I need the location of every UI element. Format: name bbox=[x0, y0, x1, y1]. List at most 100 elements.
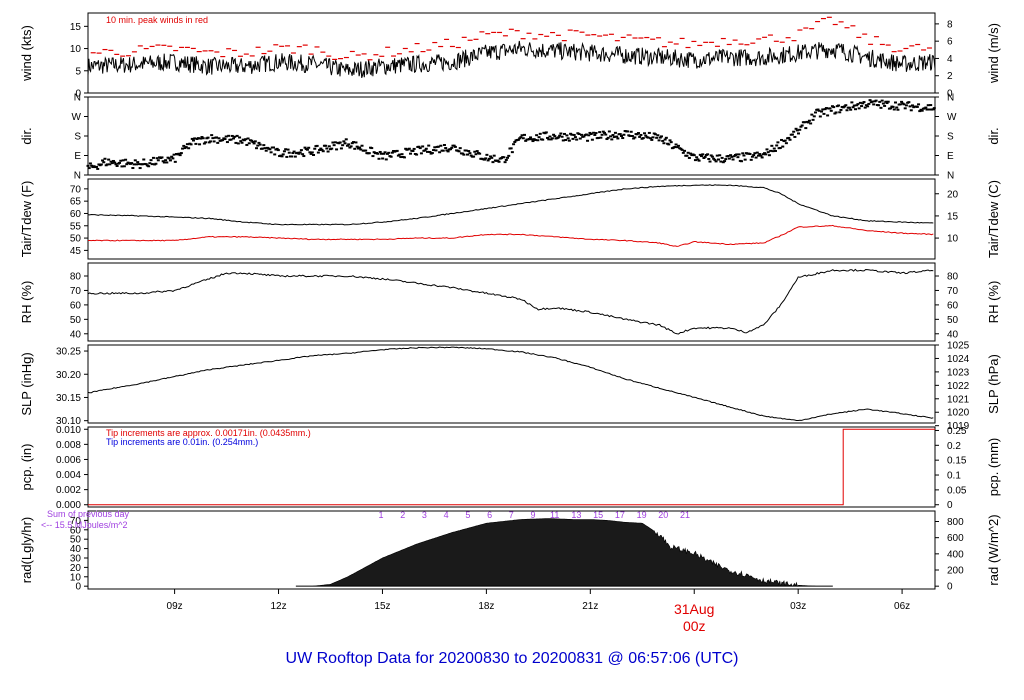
radiation-hour-label: 4 bbox=[444, 510, 449, 520]
wind-right-tick-label: 0 bbox=[947, 89, 953, 100]
temperature-left-tick-label: 65 bbox=[70, 197, 82, 208]
wind-right-tick-label: 6 bbox=[947, 37, 953, 48]
solar-radiation-right-tick-label: 800 bbox=[947, 517, 964, 528]
radiation-area bbox=[313, 518, 816, 587]
precipitation-right-axis-label: pcp. (mm) bbox=[986, 438, 1001, 497]
precipitation-left-tick-label: 0.010 bbox=[56, 425, 81, 436]
precipitation-left-tick-label: 0.004 bbox=[56, 470, 81, 481]
time-axis-label: 03z bbox=[790, 601, 806, 612]
radiation-hour-label: 3 bbox=[422, 510, 427, 520]
radiation-hour-label: 9 bbox=[530, 510, 535, 520]
precipitation-right-tick-label: 0.15 bbox=[947, 456, 967, 467]
relative-humidity-right-axis-label: RH (%) bbox=[986, 281, 1001, 324]
precipitation-left-tick-label: 0.006 bbox=[56, 455, 81, 466]
sea-level-pressure-right-tick-label: 1025 bbox=[947, 341, 970, 352]
sea-level-pressure-right-tick-label: 1019 bbox=[947, 421, 970, 432]
precipitation-left-tick-label: 0.002 bbox=[56, 485, 81, 496]
direction-right-tick-label: E bbox=[947, 151, 954, 162]
direction-right-tick-label: N bbox=[947, 171, 954, 182]
radiation-hour-label: 21 bbox=[680, 510, 690, 520]
radiation-note: Sum of previous day bbox=[47, 509, 130, 519]
relative-humidity-series-line bbox=[87, 268, 934, 335]
wind-left-tick-label: 0 bbox=[75, 89, 81, 100]
sea-level-pressure-left-axis-label: SLP (inHg) bbox=[19, 352, 34, 415]
date-label-time: 00z bbox=[683, 618, 706, 634]
relative-humidity-left-axis-label: RH (%) bbox=[19, 281, 34, 324]
precipitation-right-tick-label: 0.05 bbox=[947, 485, 967, 496]
sea-level-pressure-left-tick-label: 30.15 bbox=[56, 393, 81, 404]
radiation-hour-label: 19 bbox=[637, 510, 647, 520]
relative-humidity-right-tick-label: 70 bbox=[947, 286, 959, 297]
radiation-note: <-- 15.5 MJoules/m^2 bbox=[41, 520, 128, 530]
direction-left-axis-label: dir. bbox=[19, 127, 34, 144]
wind-right-tick-label: 2 bbox=[947, 71, 953, 82]
time-axis-label: 18z bbox=[478, 601, 494, 612]
temperature-right-axis-label: Tair/Tdew (C) bbox=[986, 180, 1001, 258]
solar-radiation-left-tick-label: 60 bbox=[70, 525, 82, 536]
time-axis-label: 15z bbox=[374, 601, 390, 612]
radiation-hour-label: 7 bbox=[509, 510, 514, 520]
relative-humidity-right-tick-label: 60 bbox=[947, 300, 959, 311]
relative-humidity-left-tick-label: 50 bbox=[70, 315, 82, 326]
solar-radiation-left-tick-label: 10 bbox=[70, 572, 82, 583]
date-label: 31Aug bbox=[674, 601, 714, 617]
radiation-hour-label: 17 bbox=[615, 510, 625, 520]
temperature-left-tick-label: 45 bbox=[70, 246, 82, 257]
wind-right-axis-label: wind (m/s) bbox=[986, 23, 1001, 84]
precipitation-panel-frame bbox=[87, 426, 936, 508]
wind-left-tick-label: 15 bbox=[70, 22, 82, 33]
sea-level-pressure-right-tick-label: 1020 bbox=[947, 408, 970, 419]
solar-radiation-left-tick-label: 0 bbox=[75, 582, 81, 593]
sea-level-pressure-right-tick-label: 1023 bbox=[947, 367, 970, 378]
direction-right-tick-label: N bbox=[947, 93, 954, 104]
temperature-left-tick-label: 50 bbox=[70, 234, 82, 245]
precipitation-left-tick-label: 0.008 bbox=[56, 440, 81, 451]
precipitation-left-tick-label: 0.000 bbox=[56, 500, 81, 511]
solar-radiation-right-tick-label: 400 bbox=[947, 549, 964, 560]
solar-radiation-left-axis-label: rad(Lgly/hr) bbox=[19, 517, 34, 583]
precipitation-right-tick-label: 0.25 bbox=[947, 426, 967, 437]
temperature-left-axis-label: Tair/Tdew (F) bbox=[19, 181, 34, 258]
sea-level-pressure-left-tick-label: 30.20 bbox=[56, 370, 81, 381]
radiation-hour-label: 1 bbox=[378, 510, 383, 520]
sea-level-pressure-right-tick-label: 1024 bbox=[947, 354, 970, 365]
relative-humidity-left-tick-label: 80 bbox=[70, 272, 82, 283]
solar-radiation-left-tick-label: 50 bbox=[70, 535, 82, 546]
relative-humidity-left-tick-label: 60 bbox=[70, 300, 82, 311]
relative-humidity-left-tick-label: 40 bbox=[70, 329, 82, 340]
solar-radiation-right-tick-label: 600 bbox=[947, 533, 964, 544]
sea-level-pressure-right-tick-label: 1022 bbox=[947, 381, 970, 392]
direction-left-tick-label: S bbox=[74, 132, 81, 143]
precipitation-series-line bbox=[88, 428, 935, 506]
sea-level-pressure-panel-frame bbox=[87, 344, 936, 424]
precipitation-right-tick-label: 0 bbox=[947, 500, 953, 511]
time-axis-label: 09z bbox=[167, 601, 183, 612]
direction-left-tick-label: N bbox=[74, 93, 81, 104]
wind-left-axis-label: wind (kts) bbox=[19, 25, 34, 82]
temperature-left-tick-label: 55 bbox=[70, 221, 82, 232]
temperature-right-tick-label: 15 bbox=[947, 211, 959, 222]
sea-level-pressure-left-tick-label: 30.25 bbox=[56, 347, 81, 358]
relative-humidity-panel-frame bbox=[87, 262, 936, 342]
wind-left-tick-label: 5 bbox=[75, 66, 81, 77]
direction-right-tick-label: W bbox=[947, 112, 957, 123]
radiation-hour-label: 20 bbox=[658, 510, 668, 520]
relative-humidity-right-tick-label: 80 bbox=[947, 272, 959, 283]
time-axis-label: 21z bbox=[582, 601, 598, 612]
wind-left-tick-label: 10 bbox=[70, 44, 82, 55]
time-axis-label: 06z bbox=[894, 601, 910, 612]
solar-radiation-right-tick-label: 200 bbox=[947, 566, 964, 577]
page-title: UW Rooftop Data for 20200830 to 20200831… bbox=[285, 650, 739, 667]
radiation-hour-label: 2 bbox=[400, 510, 405, 520]
solar-radiation-panel-frame bbox=[87, 510, 936, 590]
precipitation-right-tick-label: 0.1 bbox=[947, 471, 961, 482]
relative-humidity-left-tick-label: 70 bbox=[70, 286, 82, 297]
direction-left-tick-label: N bbox=[74, 171, 81, 182]
temperature-right-tick-label: 10 bbox=[947, 234, 959, 245]
precip-note: Tip increments are 0.01in. (0.254mm.) bbox=[106, 437, 258, 447]
solar-radiation-left-tick-label: 20 bbox=[70, 563, 82, 574]
temperature-series-line bbox=[88, 224, 934, 247]
precipitation-right-tick-label: 0.2 bbox=[947, 441, 961, 452]
direction-right-axis-label: dir. bbox=[986, 127, 1001, 144]
